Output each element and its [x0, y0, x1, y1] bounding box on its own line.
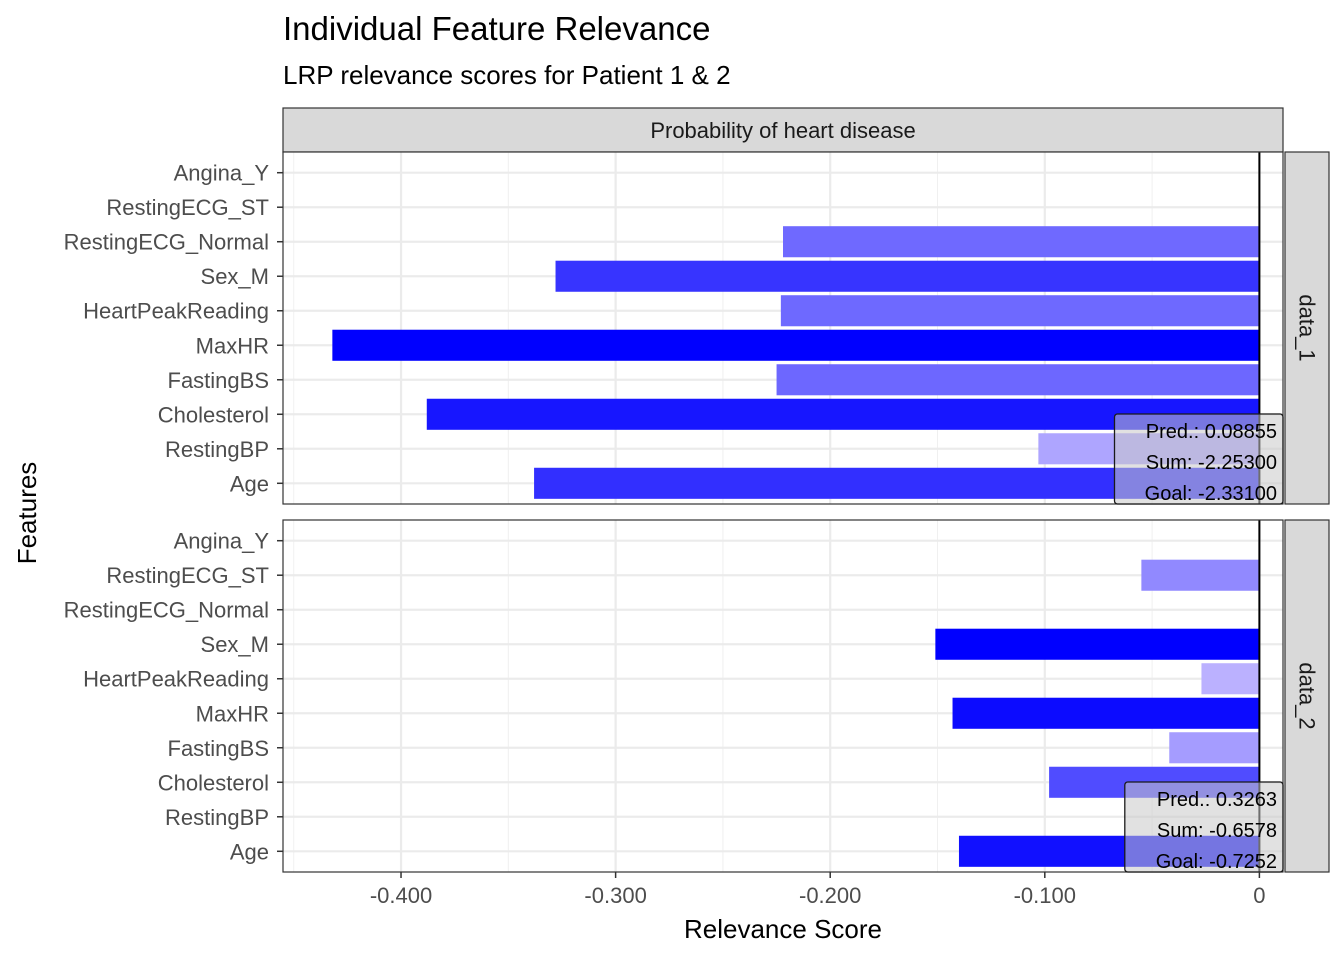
y-tick-label: FastingBS [168, 368, 270, 393]
bar-FastingBS [776, 364, 1260, 396]
y-tick-label: RestingECG_ST [106, 195, 269, 220]
x-tick-label: -0.300 [584, 883, 646, 908]
panel-data_2: Angina_Y RestingECG_ST RestingECG_Normal Se… [64, 519, 1330, 873]
y-tick-label: RestingBP [165, 805, 269, 830]
chart-title: Individual Feature Relevance [283, 10, 710, 47]
y-tick-label: Angina_Y [174, 529, 270, 554]
panel-background [283, 520, 1283, 872]
y-tick-label: Angina_Y [174, 161, 270, 186]
annotation-line: Pred.: 0.3263 [1157, 789, 1277, 811]
y-tick-label: RestingECG_Normal [64, 598, 269, 623]
y-tick-label: Sex_M [201, 632, 269, 657]
facet-strip-right-label: data_2 [1295, 662, 1320, 729]
facet-strip-right [1284, 519, 1330, 873]
annotation-box [1113, 413, 1284, 505]
panel-border [282, 151, 1284, 505]
bar-HeartPeakReading [1201, 663, 1260, 695]
annotation-line: Goal: -2.33100 [1145, 483, 1277, 505]
bar-RestingECG_Normal [783, 226, 1260, 258]
y-tick-label: Age [230, 839, 269, 864]
y-tick-label: Cholesterol [158, 402, 269, 427]
facet-strip-right [1284, 151, 1330, 505]
chart-subtitle: LRP relevance scores for Patient 1 & 2 [283, 60, 731, 90]
y-tick-label: MaxHR [196, 333, 269, 358]
y-tick-label: RestingECG_Normal [64, 230, 269, 255]
y-tick-label: HeartPeakReading [83, 667, 269, 692]
x-axis-title: Relevance Score [684, 914, 882, 944]
y-tick-label: Age [230, 471, 269, 496]
y-tick-label: RestingECG_ST [106, 563, 269, 588]
facet-strip-top-label: Probability of heart disease [650, 118, 915, 143]
x-axis: -0.400 -0.300 -0.200 -0.100 0 [370, 872, 1266, 908]
y-tick-label: RestingBP [165, 437, 269, 462]
y-tick-label: MaxHR [196, 701, 269, 726]
x-tick-label: 0 [1253, 883, 1265, 908]
annotation-line: Goal: -0.7252 [1156, 851, 1277, 873]
bar-Sex_M [555, 260, 1260, 292]
annotation-line: Sum: -0.6578 [1157, 820, 1277, 842]
x-tick-label: -0.400 [370, 883, 432, 908]
bar-MaxHR [332, 329, 1260, 361]
x-tick-label: -0.100 [1014, 883, 1076, 908]
y-tick-label: FastingBS [168, 736, 270, 761]
y-tick-label: HeartPeakReading [83, 299, 269, 324]
annotation-box [1124, 781, 1284, 873]
bar-Sex_M [935, 628, 1260, 660]
bar-FastingBS [1169, 732, 1260, 764]
bar-MaxHR [952, 697, 1260, 729]
y-axis-title: Features [12, 462, 42, 565]
panel-data_1: Angina_Y RestingECG_ST RestingECG_Normal Se… [64, 151, 1330, 505]
panel-border [282, 519, 1284, 873]
y-tick-label: Cholesterol [158, 770, 269, 795]
bar-RestingECG_ST [1141, 559, 1260, 591]
bar-HeartPeakReading [780, 295, 1260, 327]
annotation-line: Pred.: 0.08855 [1146, 421, 1277, 443]
facet-strip-right-label: data_1 [1295, 294, 1320, 361]
y-tick-label: Sex_M [201, 264, 269, 289]
facet-strip-top: Probability of heart disease [282, 107, 1284, 153]
x-tick-label: -0.200 [799, 883, 861, 908]
annotation-line: Sum: -2.25300 [1146, 452, 1277, 474]
